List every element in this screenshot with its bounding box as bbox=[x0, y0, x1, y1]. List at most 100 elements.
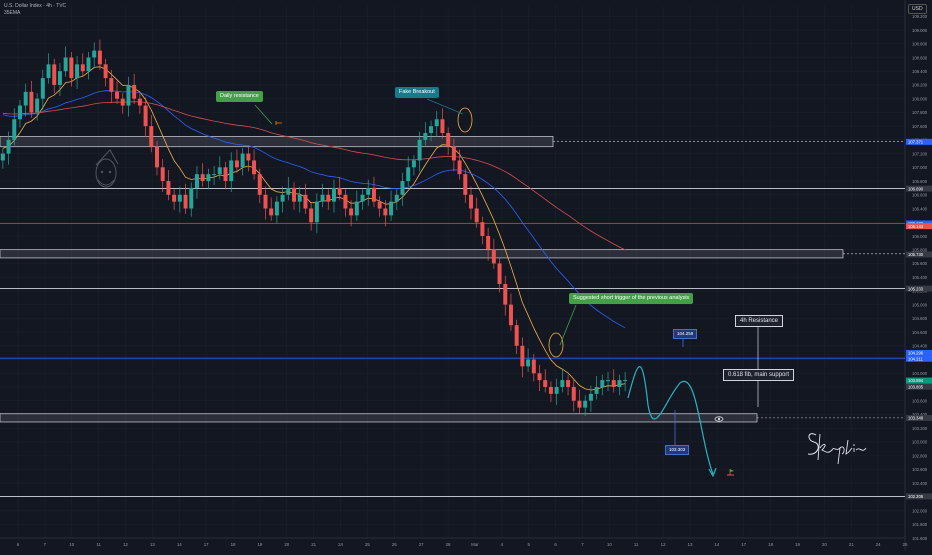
projection-path bbox=[627, 325, 759, 478]
price-tag-label: 106.143 bbox=[908, 224, 924, 229]
price-tick-label: 105.800 bbox=[912, 247, 928, 252]
price-tick-label: 103.600 bbox=[912, 399, 928, 404]
price-tick-label: 106.000 bbox=[912, 234, 928, 239]
price-tag-label: 103.805 bbox=[908, 384, 924, 389]
candle-body bbox=[480, 222, 485, 236]
price-tick-label: 106.600 bbox=[912, 193, 928, 198]
time-tick-label: 6 bbox=[554, 542, 557, 547]
indicator-label[interactable]: 35EMA bbox=[4, 10, 21, 16]
price-tick-label: 107.200 bbox=[912, 151, 928, 156]
candle-body bbox=[434, 119, 439, 127]
level-tag-103-303[interactable]: 103.303 bbox=[665, 445, 690, 455]
time-tick-label: 25 bbox=[903, 542, 908, 547]
fib-support-label[interactable]: 0.618 fib, main support bbox=[723, 369, 795, 381]
candle-body bbox=[314, 201, 319, 223]
candle-body bbox=[406, 167, 411, 182]
candle-body bbox=[429, 126, 434, 133]
currency-label[interactable]: USD bbox=[908, 4, 927, 14]
time-tick-label: 13 bbox=[150, 542, 155, 547]
price-tick-label: 103.000 bbox=[912, 440, 928, 445]
candle-body bbox=[531, 359, 536, 374]
candle-body bbox=[212, 174, 217, 176]
candle-body bbox=[457, 160, 462, 175]
candle-body bbox=[160, 167, 165, 182]
candle-body bbox=[12, 119, 17, 140]
candle-body bbox=[120, 98, 125, 106]
sketch-layer bbox=[95, 98, 734, 476]
candle-body bbox=[594, 386, 599, 394]
candle-body bbox=[189, 187, 194, 209]
candle-body bbox=[383, 208, 388, 216]
price-tick-label: 109.200 bbox=[912, 14, 928, 19]
time-tick-label: 4 bbox=[501, 542, 504, 547]
candle-body bbox=[35, 98, 40, 113]
candle-body bbox=[269, 208, 274, 216]
h4-resistance-label[interactable]: 4h Resistance bbox=[735, 315, 784, 327]
fake-breakout-callout[interactable]: Fake Breakout bbox=[395, 87, 439, 98]
time-tick-label: 7 bbox=[44, 542, 47, 547]
time-tick-label: 12 bbox=[661, 542, 666, 547]
candle-body bbox=[155, 146, 159, 168]
short-trigger-callout[interactable]: Suggested short trigger of the previous … bbox=[569, 293, 694, 304]
price-axis: 109.200 109.000 108.800 108.600 108.400 108.2… bbox=[906, 14, 932, 541]
time-tick-label: 13 bbox=[688, 542, 693, 547]
gridlines bbox=[0, 0, 906, 550]
candle-body bbox=[548, 386, 553, 394]
candle-body bbox=[337, 187, 342, 195]
signature-logo bbox=[807, 433, 867, 465]
time-tick-label: 17 bbox=[741, 542, 746, 547]
candle-body bbox=[606, 380, 611, 382]
candle-body bbox=[446, 132, 451, 147]
price-tick-label: 101.600 bbox=[912, 536, 928, 541]
candle-body bbox=[394, 194, 399, 202]
price-tick-label: 106.400 bbox=[912, 206, 928, 211]
candle-body bbox=[109, 78, 114, 92]
time-tick-label: 19 bbox=[257, 542, 262, 547]
level-tag-104-259[interactable]: 104.259 bbox=[673, 329, 698, 339]
candle-body bbox=[206, 174, 211, 182]
candle-body bbox=[571, 386, 576, 401]
candle-body bbox=[554, 386, 559, 394]
candle-body bbox=[417, 139, 422, 161]
sr-zone bbox=[0, 413, 758, 423]
candle-body bbox=[137, 98, 142, 106]
price-tag bbox=[906, 223, 932, 230]
candle-body bbox=[354, 201, 359, 216]
flag-marker-icon bbox=[727, 469, 734, 476]
time-tick-label: 19 bbox=[795, 542, 800, 547]
candle-body bbox=[320, 194, 325, 202]
price-tag-label: 103.348 bbox=[908, 416, 924, 421]
callout-pointer bbox=[254, 104, 273, 125]
time-tick-label: 14 bbox=[714, 542, 719, 547]
time-tick-label: 18 bbox=[231, 542, 236, 547]
candle-body bbox=[217, 167, 222, 175]
price-tag bbox=[906, 285, 932, 292]
candle-body bbox=[234, 160, 239, 168]
time-tick-label: 26 bbox=[392, 542, 397, 547]
price-tick-label: 107.000 bbox=[912, 165, 928, 170]
symbol-title[interactable]: U.S. Dollar Index · 4h · TVC bbox=[4, 3, 67, 9]
time-tick-label: 28 bbox=[446, 542, 451, 547]
candle-body bbox=[263, 194, 268, 209]
candle-body bbox=[377, 201, 382, 209]
price-tag-label: 103.894 bbox=[908, 378, 924, 383]
candle-body bbox=[17, 105, 22, 120]
price-tick-label: 106.800 bbox=[912, 179, 928, 184]
price-tick-label: 102.000 bbox=[912, 508, 928, 513]
price-tag-label: 102.206 bbox=[908, 494, 924, 499]
time-tick-label: 20 bbox=[284, 542, 289, 547]
daily-resistance-callout[interactable]: Daily resistance bbox=[216, 91, 263, 102]
candle-body bbox=[566, 380, 571, 387]
price-tag bbox=[906, 415, 932, 422]
candle-body bbox=[411, 160, 416, 168]
candle-body bbox=[252, 160, 257, 175]
price-tick-label: 105.400 bbox=[912, 275, 928, 280]
time-tick-label: 12 bbox=[123, 542, 128, 547]
candle-body bbox=[469, 194, 473, 209]
candle-body bbox=[400, 181, 405, 195]
arrow-marker bbox=[275, 121, 282, 125]
candle-body bbox=[172, 194, 177, 202]
zones bbox=[0, 136, 905, 423]
price-tick-label: 104.800 bbox=[912, 316, 928, 321]
